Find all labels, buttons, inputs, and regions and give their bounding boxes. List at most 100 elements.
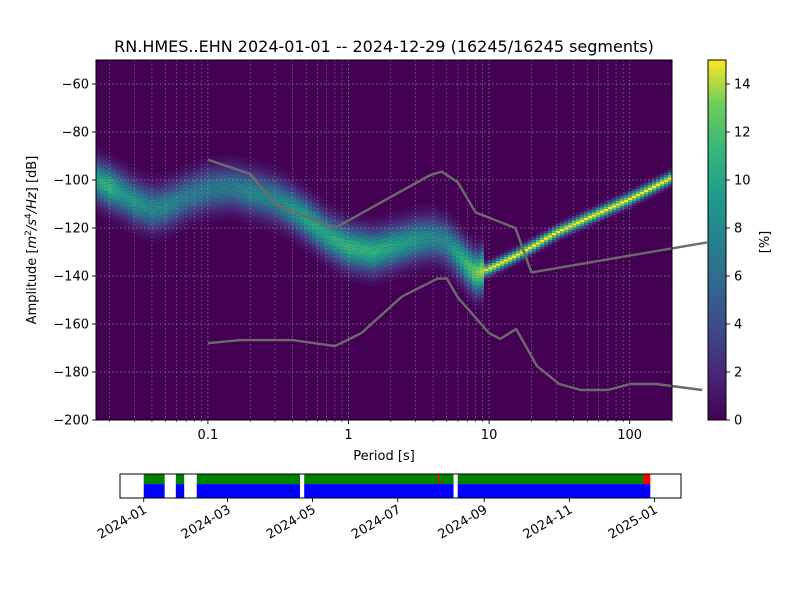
heatmap-cell — [328, 204, 332, 208]
heatmap-cell — [308, 186, 312, 190]
heatmap-cell — [144, 202, 148, 206]
heatmap-cell — [420, 225, 424, 229]
heatmap-cell — [332, 209, 336, 212]
heatmap-cell — [168, 186, 172, 189]
heatmap-cell — [148, 192, 152, 195]
heatmap-cell — [460, 224, 464, 227]
heatmap-cell — [220, 196, 224, 200]
heatmap-cell — [416, 243, 420, 246]
heatmap-cell — [408, 235, 412, 239]
heatmap-cell — [148, 202, 152, 205]
heatmap-cell — [428, 203, 432, 206]
heatmap-cell — [384, 276, 388, 279]
heatmap-cell — [332, 218, 336, 222]
heatmap-cell — [376, 242, 380, 245]
heatmap-cell — [504, 261, 508, 265]
heatmap-cell — [592, 211, 596, 215]
heatmap-cell — [228, 217, 232, 220]
heatmap-cell — [252, 218, 256, 221]
heatmap-cell — [212, 216, 216, 220]
heatmap-cell — [384, 252, 388, 255]
heatmap-cell — [588, 215, 592, 219]
heatmap-cell — [332, 204, 336, 207]
heatmap-cell — [348, 258, 352, 261]
heatmap-cell — [344, 213, 348, 216]
heatmap-cell — [248, 214, 252, 218]
heatmap-cell — [488, 271, 492, 275]
heatmap-cell — [136, 175, 140, 178]
heatmap-cell — [644, 184, 648, 188]
heatmap-cell — [264, 200, 268, 203]
heatmap-cell — [164, 207, 168, 210]
heatmap-cell — [304, 241, 308, 244]
heatmap-cell — [156, 235, 160, 238]
heatmap-cell — [104, 160, 108, 163]
heatmap-cell — [256, 202, 260, 206]
heatmap-cell — [472, 299, 476, 303]
heatmap-cell — [336, 249, 340, 253]
heatmap-cell — [300, 180, 304, 184]
heatmap-cell — [424, 249, 428, 252]
heatmap-cell — [328, 216, 332, 220]
heatmap-cell — [340, 256, 344, 260]
heatmap-cell — [176, 177, 180, 181]
heatmap-cell — [320, 215, 324, 219]
heatmap-cell — [452, 265, 456, 269]
heatmap-cell — [144, 178, 148, 182]
heatmap-cell — [392, 254, 396, 258]
heatmap-cell — [152, 216, 156, 220]
heatmap-cell — [448, 244, 452, 248]
heatmap-cell — [476, 305, 480, 308]
heatmap-cell — [204, 160, 208, 163]
colorbar-tick-label: 4 — [734, 318, 742, 333]
heatmap-cell — [124, 192, 128, 195]
heatmap-cell — [480, 255, 484, 259]
heatmap-cell — [392, 237, 396, 241]
heatmap-cell — [356, 235, 360, 239]
heatmap-cell — [176, 168, 180, 171]
heatmap-cell — [180, 226, 184, 229]
heatmap-cell — [456, 234, 460, 237]
heatmap-cell — [296, 204, 300, 207]
heatmap-cell — [360, 239, 364, 242]
heatmap-cell — [368, 242, 372, 246]
heatmap-cell — [264, 168, 268, 172]
heatmap-cell — [564, 236, 568, 240]
heatmap-cell — [156, 225, 160, 229]
heatmap-cell — [384, 268, 388, 272]
heatmap-cell — [172, 184, 176, 187]
heatmap-cell — [480, 236, 484, 239]
heatmap-cell — [364, 244, 368, 247]
heatmap-cell — [160, 213, 164, 216]
heatmap-cell — [472, 278, 476, 281]
heatmap-cell — [184, 169, 188, 172]
heatmap-cell — [300, 231, 304, 234]
heatmap-cell — [440, 256, 444, 259]
heatmap-cell — [488, 259, 492, 263]
heatmap-cell — [152, 212, 156, 215]
heatmap-cell — [272, 180, 276, 184]
heatmap-cell — [432, 234, 436, 237]
heatmap-cell — [480, 238, 484, 242]
timeline-tick-label: 2024-01 — [95, 502, 150, 542]
heatmap-cell — [428, 205, 432, 209]
heatmap-cell — [624, 190, 628, 193]
heatmap-cell — [352, 268, 356, 272]
heatmap-cell — [460, 257, 464, 261]
heatmap-cell — [288, 187, 292, 190]
heatmap-cell — [108, 166, 112, 170]
heatmap-cell — [160, 186, 164, 190]
heatmap-cell — [364, 280, 368, 283]
heatmap-cell — [280, 177, 284, 181]
heatmap-cell — [224, 191, 228, 194]
heatmap-cell — [336, 221, 340, 224]
heatmap-cell — [448, 256, 452, 260]
heatmap-cell — [352, 280, 356, 284]
heatmap-cell — [356, 219, 360, 222]
heatmap-cell — [140, 232, 144, 235]
heatmap-cell — [592, 221, 596, 224]
heatmap-cell — [548, 237, 552, 240]
heatmap-cell — [572, 225, 576, 229]
heatmap-cell — [156, 218, 160, 221]
heatmap-cell — [308, 189, 312, 192]
